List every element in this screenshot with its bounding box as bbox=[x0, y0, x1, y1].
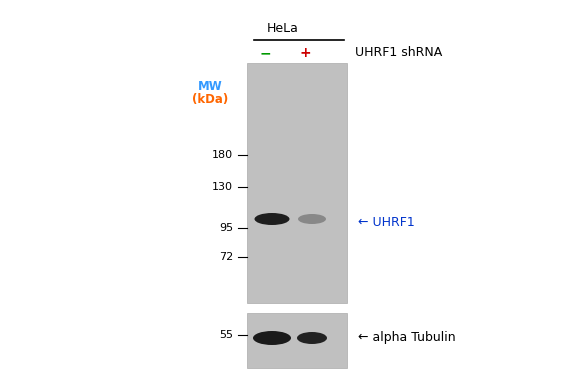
Text: UHRF1 shRNA: UHRF1 shRNA bbox=[355, 46, 442, 59]
Text: 95: 95 bbox=[219, 223, 233, 233]
Ellipse shape bbox=[253, 331, 291, 345]
Bar bbox=[247, 313, 347, 368]
Text: ← alpha Tubulin: ← alpha Tubulin bbox=[358, 332, 456, 344]
Text: ← UHRF1: ← UHRF1 bbox=[358, 215, 415, 228]
Text: 72: 72 bbox=[219, 252, 233, 262]
Text: (kDa): (kDa) bbox=[192, 93, 228, 107]
Text: HeLa: HeLa bbox=[267, 22, 299, 34]
Text: −: − bbox=[259, 46, 271, 60]
Ellipse shape bbox=[254, 213, 289, 225]
Text: MW: MW bbox=[198, 81, 222, 93]
Text: 55: 55 bbox=[219, 330, 233, 340]
Text: +: + bbox=[299, 46, 311, 60]
Text: 180: 180 bbox=[212, 150, 233, 160]
Text: 130: 130 bbox=[212, 182, 233, 192]
Ellipse shape bbox=[297, 332, 327, 344]
Ellipse shape bbox=[298, 214, 326, 224]
Bar bbox=[247, 63, 347, 303]
